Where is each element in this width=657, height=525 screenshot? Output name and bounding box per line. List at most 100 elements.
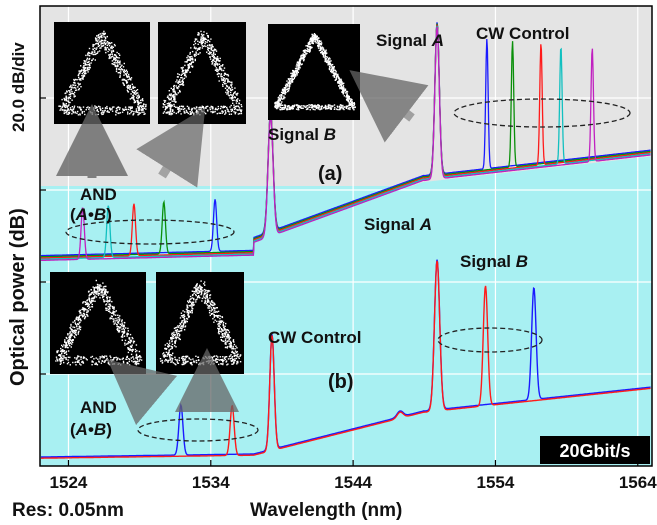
eye-dot (324, 104, 327, 107)
eye-dot (347, 101, 350, 103)
eye-dot (197, 48, 199, 50)
eye-dot (69, 86, 72, 88)
eye-dot (132, 97, 135, 99)
eye-dot (329, 106, 331, 108)
eye-dot (206, 296, 208, 299)
eye-dot (187, 108, 190, 110)
eye-dot (104, 36, 107, 38)
eye-dot (328, 57, 331, 59)
eye-dot (291, 76, 293, 78)
eye-dot (351, 106, 353, 108)
eye-dot (183, 318, 186, 320)
eye-dot (128, 364, 131, 366)
eye-dot (300, 55, 302, 57)
eye-dot (278, 100, 281, 102)
eye-dot (120, 68, 123, 70)
eye-dot (96, 291, 98, 293)
eye-dot (171, 110, 174, 113)
eye-dot (200, 30, 202, 33)
eye-dot (82, 301, 85, 303)
eye-dot (286, 108, 288, 110)
eye-dot (290, 75, 292, 77)
eye-dot (75, 331, 77, 334)
eye-dot (106, 35, 108, 38)
eye-dot (226, 108, 228, 110)
eye-dot (168, 349, 170, 351)
eye-dot (101, 39, 104, 42)
eye-dot (172, 91, 174, 93)
eye-dot (98, 293, 101, 295)
eye-dot (184, 61, 186, 63)
eye-dot (203, 283, 205, 285)
eye-dot (228, 337, 230, 340)
eye-dot (94, 50, 96, 52)
eye-dot (119, 61, 121, 64)
eye-dot (210, 105, 212, 108)
eye-dot (299, 60, 301, 62)
eye-dot (317, 44, 319, 47)
eye-dot (84, 303, 87, 306)
eye-dot (135, 111, 138, 113)
eye-dot (229, 346, 231, 348)
eye-dot (346, 95, 348, 98)
eye-dot (103, 30, 105, 33)
eye-dot (326, 52, 328, 54)
eye-dot (347, 108, 349, 110)
eye-dot (173, 84, 175, 87)
eye-dot (109, 355, 111, 357)
eye-dot (95, 357, 97, 359)
eye-dot (80, 319, 82, 322)
eye-dot (233, 104, 235, 106)
eye-dot (126, 89, 129, 91)
eye-dot (218, 322, 221, 324)
eye-dot (78, 361, 80, 363)
eye-dot (122, 70, 125, 73)
eye-dot (105, 359, 107, 361)
eye-dot (299, 106, 301, 108)
eye-dot (108, 307, 111, 310)
eye-dot (210, 304, 212, 306)
eye-dot (194, 286, 196, 289)
eye-dot (236, 99, 238, 101)
eye-dot (341, 91, 344, 93)
eye-dot (97, 36, 99, 38)
eye-dot (214, 69, 217, 71)
eye-dot (127, 108, 130, 111)
eye-dot (91, 306, 93, 308)
eye-dot (117, 357, 119, 359)
eye-dot (122, 362, 125, 364)
eye-dot (337, 81, 339, 83)
eye-dot (333, 75, 336, 77)
eye-dot (239, 109, 241, 111)
eye-dot (200, 43, 203, 45)
eye-dot (77, 86, 79, 88)
eye-dot (309, 104, 312, 106)
eye-dot (132, 86, 134, 89)
eye-dot (223, 106, 225, 108)
eye-dot (337, 77, 340, 79)
eye-dot (224, 338, 227, 340)
panel-b-label: (b) (328, 371, 354, 393)
eye-dot (95, 107, 97, 109)
eye-dot (106, 105, 108, 108)
eye-dot (104, 290, 106, 292)
eye-dot (181, 314, 184, 317)
eye-dot (86, 57, 89, 59)
eye-dot (211, 313, 213, 315)
eye-dot (61, 98, 63, 101)
eye-dot (104, 32, 106, 35)
eye-dot (67, 333, 69, 335)
eye-dot (311, 37, 313, 39)
eye-dot (213, 307, 215, 309)
eye-dot (285, 105, 287, 107)
eye-dot (189, 298, 191, 301)
eye-dot (81, 360, 84, 363)
eye-dot (173, 88, 175, 91)
eye-dot (64, 357, 67, 359)
eye-dot (102, 111, 105, 114)
eye-dot (88, 295, 90, 297)
eye-dot (130, 357, 132, 359)
eye-dot (214, 60, 216, 62)
eye-dot (224, 332, 226, 334)
eye-dot (186, 70, 188, 72)
